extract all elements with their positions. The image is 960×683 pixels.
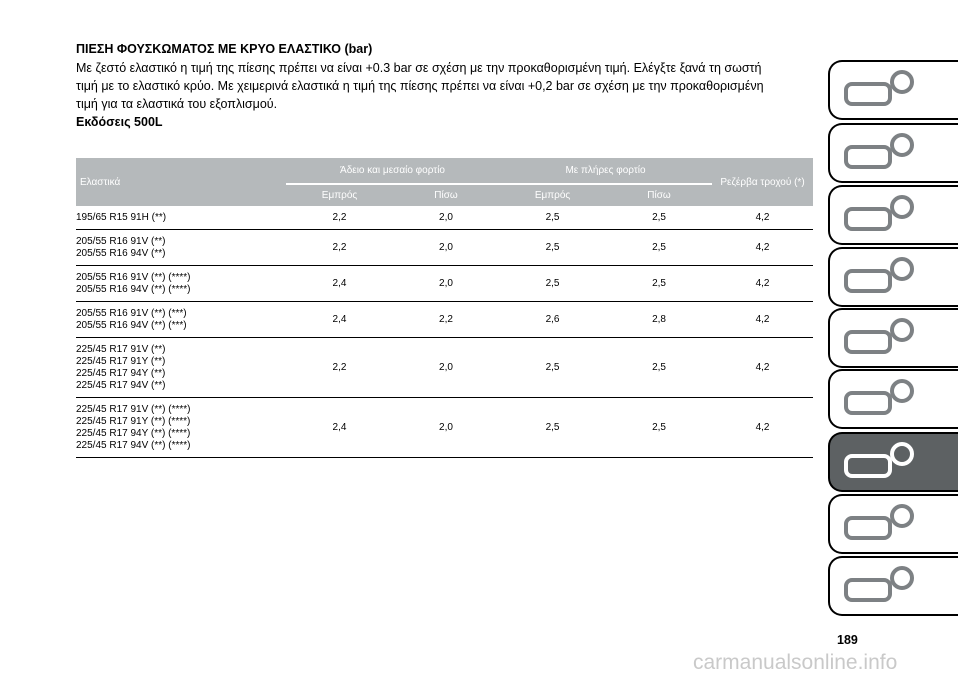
pressure-value-cell: 2,4 bbox=[286, 265, 393, 302]
header-empty-load: Άδειο και μεσαίο φορτίο bbox=[286, 158, 500, 185]
tyre-size-cell: 205/55 R16 91V (**) 205/55 R16 94V (**) bbox=[76, 229, 286, 266]
pressure-value-cell: 2,0 bbox=[393, 397, 500, 458]
pressure-value-cell: 2,2 bbox=[286, 337, 393, 398]
chapter-tab[interactable] bbox=[828, 60, 958, 120]
pressure-value-cell: 2,5 bbox=[606, 229, 713, 266]
header-front: Εμπρός bbox=[499, 184, 607, 206]
watermark: carmanualsonline.info bbox=[693, 651, 898, 674]
header-front: Εμπρός bbox=[286, 184, 393, 206]
pressure-value-cell: 4,2 bbox=[712, 265, 814, 302]
table-row: 205/55 R16 91V (**) (***) 205/55 R16 94V… bbox=[76, 301, 814, 338]
chapter-tab[interactable] bbox=[828, 432, 958, 492]
pressure-value-cell: 2,5 bbox=[606, 265, 713, 302]
table-row: 205/55 R16 91V (**) 205/55 R16 94V (**) 2… bbox=[76, 229, 814, 266]
pressure-value-cell: 2,6 bbox=[499, 301, 607, 338]
tyre-size-cell: 205/55 R16 91V (**) (****) 205/55 R16 94… bbox=[76, 265, 286, 302]
pressure-value-cell: 4,2 bbox=[712, 206, 814, 230]
pressure-value-cell: 2,0 bbox=[393, 229, 500, 266]
pressure-value-cell: 2,4 bbox=[286, 301, 393, 338]
header-full-load: Με πλήρες φορτίο bbox=[499, 158, 713, 185]
header-spare-wheel: Ρεζέρβα τροχού (*) bbox=[712, 158, 814, 206]
pressure-value-cell: 2,5 bbox=[499, 337, 607, 398]
chapter-tab[interactable] bbox=[828, 494, 958, 554]
pressure-value-cell: 2,5 bbox=[606, 397, 713, 458]
table-row: 225/45 R17 91V (**) 225/45 R17 91Y (**) … bbox=[76, 337, 814, 398]
pressure-value-cell: 2,2 bbox=[286, 206, 393, 230]
table-body: 195/65 R15 91H (**) 2,2 2,0 2,5 2,5 4,2 205/55… bbox=[76, 206, 814, 458]
page-number: 189 bbox=[837, 633, 858, 647]
pressure-value-cell: 2,2 bbox=[286, 229, 393, 266]
chapter-tab[interactable] bbox=[828, 308, 958, 368]
pressure-value-cell: 2,5 bbox=[499, 397, 607, 458]
header-rear: Πίσω bbox=[606, 184, 713, 206]
pressure-value-cell: 4,2 bbox=[712, 301, 814, 338]
intro-paragraph: Με ζεστό ελαστικό η τιμή της πίεσης πρέπ… bbox=[76, 61, 764, 111]
pressure-value-cell: 2,5 bbox=[499, 206, 607, 230]
chapter-tab[interactable] bbox=[828, 556, 958, 616]
pressure-value-cell: 4,2 bbox=[712, 397, 814, 458]
pressure-value-cell: 2,0 bbox=[393, 265, 500, 302]
tyre-size-cell: 225/45 R17 91V (**) (****) 225/45 R17 91… bbox=[76, 397, 286, 458]
pressure-value-cell: 2,8 bbox=[606, 301, 713, 338]
tyre-pressure-table: Ελαστικά Άδειο και μεσαίο φορτίο Με πλήρ… bbox=[76, 158, 814, 458]
pressure-value-cell: 2,5 bbox=[606, 337, 713, 398]
pressure-value-cell: 2,0 bbox=[393, 337, 500, 398]
pressure-value-cell: 2,4 bbox=[286, 397, 393, 458]
table-row: 205/55 R16 91V (**) (****) 205/55 R16 94… bbox=[76, 265, 814, 302]
header-tyres: Ελαστικά bbox=[76, 158, 286, 206]
pressure-value-cell: 2,5 bbox=[606, 206, 713, 230]
pressure-value-cell: 4,2 bbox=[712, 229, 814, 266]
chapter-tab[interactable] bbox=[828, 185, 958, 245]
pressure-value-cell: 2,5 bbox=[499, 229, 607, 266]
chapter-tab[interactable] bbox=[828, 123, 958, 183]
pressure-value-cell: 4,2 bbox=[712, 337, 814, 398]
tyre-size-cell: 205/55 R16 91V (**) (***) 205/55 R16 94V… bbox=[76, 301, 286, 338]
pressure-value-cell: 2,0 bbox=[393, 206, 500, 230]
table-row: 225/45 R17 91V (**) (****) 225/45 R17 91… bbox=[76, 397, 814, 458]
table-row: 195/65 R15 91H (**) 2,2 2,0 2,5 2,5 4,2 bbox=[76, 206, 814, 230]
pressure-value-cell: 2,2 bbox=[393, 301, 500, 338]
header-rear: Πίσω bbox=[393, 184, 500, 206]
tyre-size-cell: 225/45 R17 91V (**) 225/45 R17 91Y (**) … bbox=[76, 337, 286, 398]
pressure-value-cell: 2,5 bbox=[499, 265, 607, 302]
tyre-size-cell: 195/65 R15 91H (**) bbox=[76, 206, 286, 230]
section-heading: ΠΙΕΣΗ ΦΟΥΣΚΩΜΑΤΟΣ ΜΕ ΚΡΥΟ ΕΛΑΣΤΙΚΟ (bar) bbox=[76, 42, 373, 56]
version-subheading: Εκδόσεις 500L bbox=[76, 115, 163, 129]
chapter-tab[interactable] bbox=[828, 247, 958, 307]
chapter-tab[interactable] bbox=[828, 369, 958, 429]
